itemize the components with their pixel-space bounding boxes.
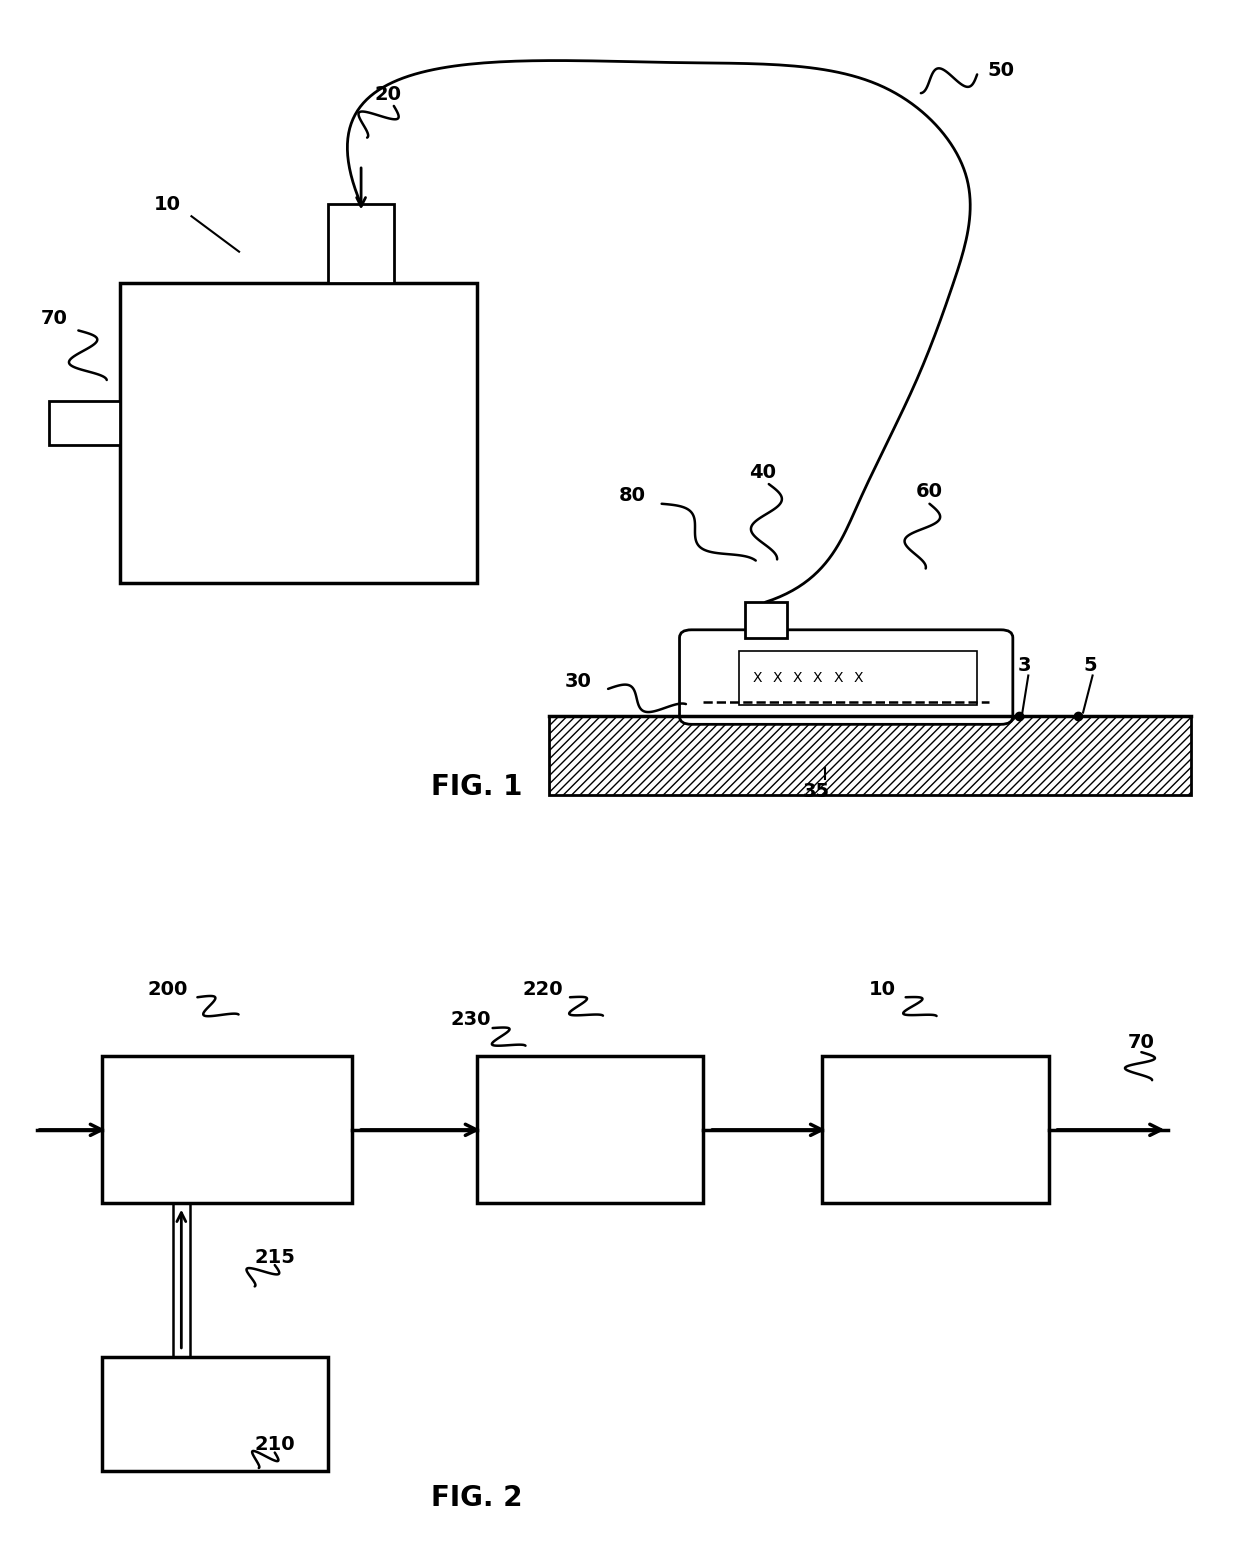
Text: X: X xyxy=(792,671,802,685)
Text: 215: 215 xyxy=(254,1248,295,1267)
Text: 40: 40 xyxy=(749,462,776,482)
Bar xyxy=(102,1357,329,1472)
Bar xyxy=(102,1057,352,1203)
Text: 230: 230 xyxy=(451,1010,491,1029)
Text: 10: 10 xyxy=(868,980,895,999)
Bar xyxy=(739,650,977,705)
Text: X: X xyxy=(773,671,782,685)
Bar xyxy=(745,602,786,638)
Text: X: X xyxy=(853,671,863,685)
Text: FIG. 2: FIG. 2 xyxy=(432,1484,523,1512)
FancyBboxPatch shape xyxy=(680,630,1013,725)
Bar xyxy=(48,401,120,445)
Text: 5: 5 xyxy=(1084,655,1097,675)
Text: 3: 3 xyxy=(1018,655,1032,675)
Text: 30: 30 xyxy=(565,672,591,691)
Text: 50: 50 xyxy=(987,61,1014,79)
Bar xyxy=(329,204,394,283)
Text: X: X xyxy=(753,671,761,685)
Text: 210: 210 xyxy=(254,1435,295,1453)
Text: 220: 220 xyxy=(522,980,563,999)
Bar xyxy=(477,1057,703,1203)
Bar xyxy=(120,283,477,582)
Bar xyxy=(822,1057,1049,1203)
Text: 35: 35 xyxy=(802,781,830,801)
Text: FIG. 1: FIG. 1 xyxy=(432,773,523,801)
Bar xyxy=(548,716,1192,795)
Text: 70: 70 xyxy=(1128,1033,1154,1052)
Text: 10: 10 xyxy=(154,194,181,213)
Text: 20: 20 xyxy=(374,84,402,104)
Text: 80: 80 xyxy=(619,487,645,506)
Text: X: X xyxy=(833,671,843,685)
Text: 70: 70 xyxy=(41,310,68,328)
Text: 60: 60 xyxy=(916,482,942,501)
Text: X: X xyxy=(813,671,822,685)
Text: 200: 200 xyxy=(148,980,187,999)
